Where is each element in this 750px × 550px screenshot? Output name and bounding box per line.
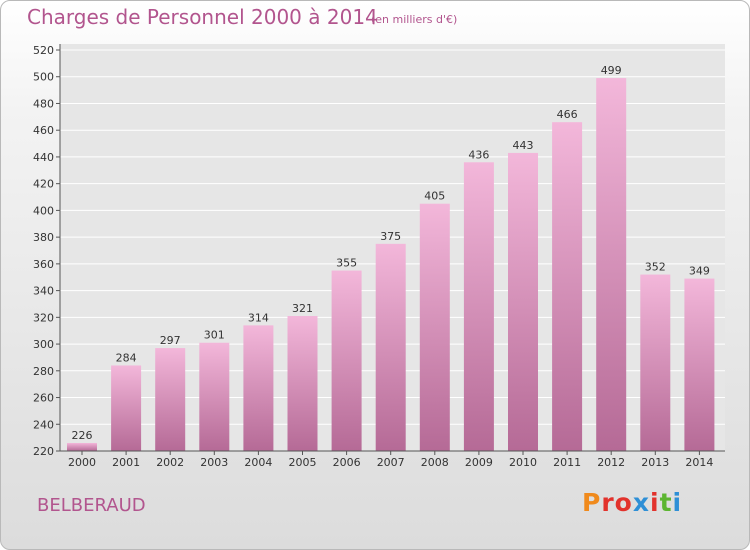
data-label-2001: 284 xyxy=(116,351,137,364)
y-tick-label: 460 xyxy=(33,124,54,137)
x-tick-label-2006: 2006 xyxy=(333,456,361,469)
x-tick-label-2013: 2013 xyxy=(641,456,669,469)
bar-2014 xyxy=(684,278,715,451)
data-label-2013: 352 xyxy=(645,261,666,274)
bar-2006 xyxy=(331,270,362,451)
data-label-2004: 314 xyxy=(248,311,269,324)
x-tick-label-2001: 2001 xyxy=(112,456,140,469)
y-tick-label: 500 xyxy=(33,71,54,84)
y-tick-label: 360 xyxy=(33,258,54,271)
logo-letter: P xyxy=(582,488,602,517)
y-tick-label: 280 xyxy=(33,365,54,378)
y-tick-label: 420 xyxy=(33,178,54,191)
data-label-2007: 375 xyxy=(380,230,401,243)
bar-2012 xyxy=(596,78,627,451)
logo-letter: o xyxy=(614,488,633,517)
y-tick-label: 440 xyxy=(33,151,54,164)
data-label-2002: 297 xyxy=(160,334,181,347)
logo-letter: t xyxy=(659,488,673,517)
data-label-2010: 443 xyxy=(513,139,534,152)
y-tick-label: 520 xyxy=(33,44,54,57)
data-labels: 226 284 297 301 314 321 355 375 405 436 443 466 499 3… xyxy=(72,64,710,442)
bar-2000 xyxy=(67,442,97,451)
y-tick-label: 400 xyxy=(33,204,54,217)
x-tick-label-2002: 2002 xyxy=(156,456,184,469)
data-label-2003: 301 xyxy=(204,329,225,342)
logo-letter: r xyxy=(601,488,615,517)
x-tick-label-2000: 2000 xyxy=(68,456,96,469)
bar-2008 xyxy=(419,203,450,451)
chart-subtitle: (en milliers d'€) xyxy=(371,13,458,26)
bar-2007 xyxy=(375,243,406,451)
data-label-2009: 436 xyxy=(468,148,489,161)
data-label-2011: 466 xyxy=(557,108,578,121)
bar-2011 xyxy=(552,122,583,452)
data-label-2012: 499 xyxy=(601,64,622,77)
x-tick-label-2012: 2012 xyxy=(597,456,625,469)
data-label-2005: 321 xyxy=(292,302,313,315)
y-tick-label: 340 xyxy=(33,285,54,298)
x-tick-label-2007: 2007 xyxy=(377,456,405,469)
bar-2004 xyxy=(243,325,274,451)
chart-title: Charges de Personnel 2000 à 2014 xyxy=(27,5,378,29)
bar-2009 xyxy=(463,162,494,451)
y-tick-label: 260 xyxy=(33,392,54,405)
y-tick-label: 380 xyxy=(33,231,54,244)
y-tick-label: 480 xyxy=(33,97,54,110)
bar-2013 xyxy=(640,274,671,451)
bar-2002 xyxy=(155,348,186,451)
bars xyxy=(67,78,715,452)
x-tick-label-2014: 2014 xyxy=(685,456,713,469)
y-tick-label: 320 xyxy=(33,311,54,324)
x-tick-label-2004: 2004 xyxy=(244,456,272,469)
axes: 220 240 260 280 300 320 340 360 380 400 420 440 460 4… xyxy=(33,44,725,469)
x-tick-label-2005: 2005 xyxy=(289,456,317,469)
y-tick-label: 300 xyxy=(33,338,54,351)
data-label-2014: 349 xyxy=(689,265,710,278)
logo-letter: i xyxy=(650,488,660,517)
x-tick-label-2008: 2008 xyxy=(421,456,449,469)
proxiti-logo[interactable]: Proxiti xyxy=(582,488,682,517)
logo-letter: i xyxy=(672,488,683,517)
x-tick-label-2003: 2003 xyxy=(200,456,228,469)
bar-2001 xyxy=(111,365,142,451)
y-tick-label: 220 xyxy=(33,445,54,458)
x-tick-label-2010: 2010 xyxy=(509,456,537,469)
x-tick-label-2011: 2011 xyxy=(553,456,581,469)
x-tick-label-2009: 2009 xyxy=(465,456,493,469)
logo-letter: x xyxy=(632,488,650,517)
commune-name: BELBERAUD xyxy=(37,495,146,516)
y-tick-label: 240 xyxy=(33,418,54,431)
data-label-2008: 405 xyxy=(424,190,445,203)
data-label-2000: 226 xyxy=(72,429,93,442)
bar-2003 xyxy=(199,342,230,451)
bar-2010 xyxy=(508,152,538,451)
data-label-2006: 355 xyxy=(336,257,357,270)
bar-2005 xyxy=(287,315,318,451)
